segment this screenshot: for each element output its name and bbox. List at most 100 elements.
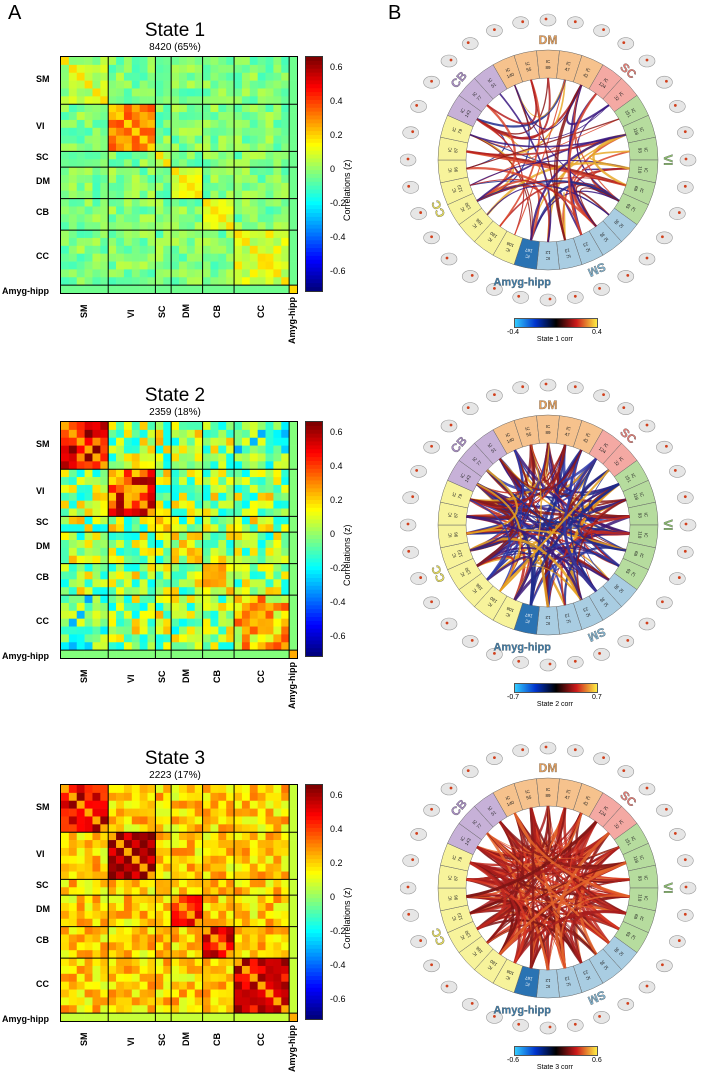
network-label-vi: VI — [661, 882, 675, 893]
colorbar-label: Correlations (z) — [342, 159, 352, 221]
brain-thumbnail — [593, 389, 610, 402]
ic-number-label: 118 — [632, 855, 639, 864]
brain-thumbnail — [461, 270, 479, 283]
ic-prefix-label: IC — [447, 532, 453, 538]
ic-number-label: 47 — [564, 432, 570, 438]
col-label-sc: SC — [157, 1033, 168, 1046]
brain-thumbnail — [423, 440, 440, 454]
ic-number-label: 38 — [613, 583, 620, 590]
brain-thumbnail — [461, 37, 479, 50]
state-count: 2359 (18%) — [149, 407, 201, 418]
colorbar-label: Correlations (z) — [342, 524, 352, 586]
col-label-cb: CB — [212, 670, 223, 683]
ic-prefix-label: IC — [584, 975, 591, 982]
correlation-matrix — [60, 56, 298, 294]
brain-thumbnail — [638, 617, 656, 631]
ic-prefix-label: IC — [618, 819, 625, 826]
brain-thumbnail — [410, 465, 427, 478]
ic-number-label: 77 — [476, 94, 483, 101]
brain-thumbnail — [423, 803, 440, 817]
ic-number-label: 110 — [637, 894, 643, 902]
state-1-block: State 1 8420 (65%) SM SM VI VI SC SC DM DM CB CB CC C… — [0, 0, 360, 344]
ic-prefix-label: IC — [630, 108, 637, 115]
brain-thumbnail — [410, 572, 427, 585]
colorbar-tick: 0.2 — [330, 858, 343, 868]
brain-thumbnail — [410, 935, 427, 948]
ic-prefix-label: IC — [525, 61, 531, 67]
col-label-sm: SM — [78, 1032, 89, 1047]
ic-prefix-label: IC — [447, 511, 453, 517]
panel-letter-a: A — [8, 2, 22, 24]
ic-number-label: 140 — [506, 799, 515, 807]
brain-thumbnail — [423, 75, 440, 89]
ic-number-label: 68 — [633, 185, 639, 192]
ic-number-label: 151 — [624, 837, 632, 846]
ic-prefix-label: IC — [504, 974, 511, 981]
ic-number-label: 87 — [453, 875, 459, 881]
ic-number-label: 123 — [456, 912, 463, 921]
row-label-sm: SM — [36, 73, 50, 84]
ic-prefix-label: IC — [602, 964, 609, 971]
ic-prefix-label: IC — [451, 187, 457, 194]
col-label-sc: SC — [157, 670, 168, 683]
colorbar-tick: 0.2 — [330, 495, 343, 505]
network-label-cc: CC — [428, 926, 448, 948]
col-label-amyg-hipp: Amyg-hipp — [287, 662, 298, 709]
ic-number-label: 13 — [564, 613, 570, 619]
ic-number-label: 96 — [453, 166, 459, 172]
brain-thumbnail — [486, 283, 503, 296]
ic-number-label: 36 — [598, 596, 605, 603]
brain-thumbnail — [410, 207, 427, 220]
row-label-dm: DM — [36, 540, 50, 551]
ic-number-label: 130 — [464, 929, 472, 938]
brain-thumbnail — [669, 828, 686, 841]
brain-thumbnail — [617, 37, 635, 50]
state-title: State 1 — [144, 20, 206, 41]
brain-thumbnail — [617, 765, 635, 778]
ic-number-label: 123 — [456, 184, 463, 193]
brain-thumbnail — [669, 935, 686, 948]
brain-thumbnail — [669, 465, 686, 478]
ic-number-label: 13 — [564, 248, 570, 254]
ic-prefix-label: IC — [630, 571, 637, 578]
brain-thumbnail — [567, 656, 584, 669]
ic-number-label: 143 — [464, 474, 472, 483]
ic-number-label: 186 — [475, 945, 484, 954]
connectogram-colorbar-label: State 1 corr — [536, 336, 574, 343]
ic-number-label: 140 — [506, 71, 515, 79]
colorbar-tick: -0.4 — [330, 232, 346, 242]
ic-number-label: 186 — [475, 582, 484, 591]
ic-number-label: 51 — [490, 446, 497, 453]
ic-number-label: 96 — [453, 531, 459, 537]
ic-prefix-label: IC — [459, 835, 466, 842]
col-label-dm: DM — [180, 669, 191, 683]
brain-thumbnail — [656, 75, 673, 89]
network-label-sm: SM — [586, 625, 608, 645]
brain-thumbnail — [486, 648, 503, 661]
brain-thumbnail — [423, 596, 440, 610]
network-label-amyg-hipp: Amyg-hipp — [493, 641, 551, 653]
ic-number-label: 118 — [632, 492, 639, 501]
connectogram-colorbar-max: 0.4 — [592, 329, 602, 336]
col-label-dm: DM — [180, 1032, 191, 1046]
brain-thumbnail — [617, 998, 635, 1011]
connectogram-state-3: IC 140 IC 55 IC 89 IC 47 IC 42 DM IC 124 IC 32 SC IC 151 I… — [399, 738, 709, 1038]
row-label-sm: SM — [36, 438, 50, 449]
ic-prefix-label: IC — [546, 59, 551, 64]
ic-prefix-label: IC — [603, 77, 610, 84]
ic-prefix-label: IC — [524, 981, 530, 987]
ic-prefix-label: IC — [630, 934, 637, 941]
ic-segment — [474, 429, 508, 465]
brain-thumbnail — [593, 752, 610, 765]
ic-number-label: 143 — [464, 837, 472, 846]
ic-prefix-label: IC — [471, 222, 478, 229]
correlation-matrix — [60, 784, 298, 1022]
ic-number-label: 32 — [613, 95, 620, 102]
ic-prefix-label: IC — [643, 533, 649, 539]
ic-prefix-label: IC — [618, 91, 625, 98]
row-label-cb: CB — [36, 935, 49, 946]
ic-prefix-label: IC — [447, 874, 453, 880]
ic-prefix-label: IC — [602, 601, 609, 608]
colorbar — [305, 421, 323, 657]
row-label-vi: VI — [36, 485, 45, 496]
